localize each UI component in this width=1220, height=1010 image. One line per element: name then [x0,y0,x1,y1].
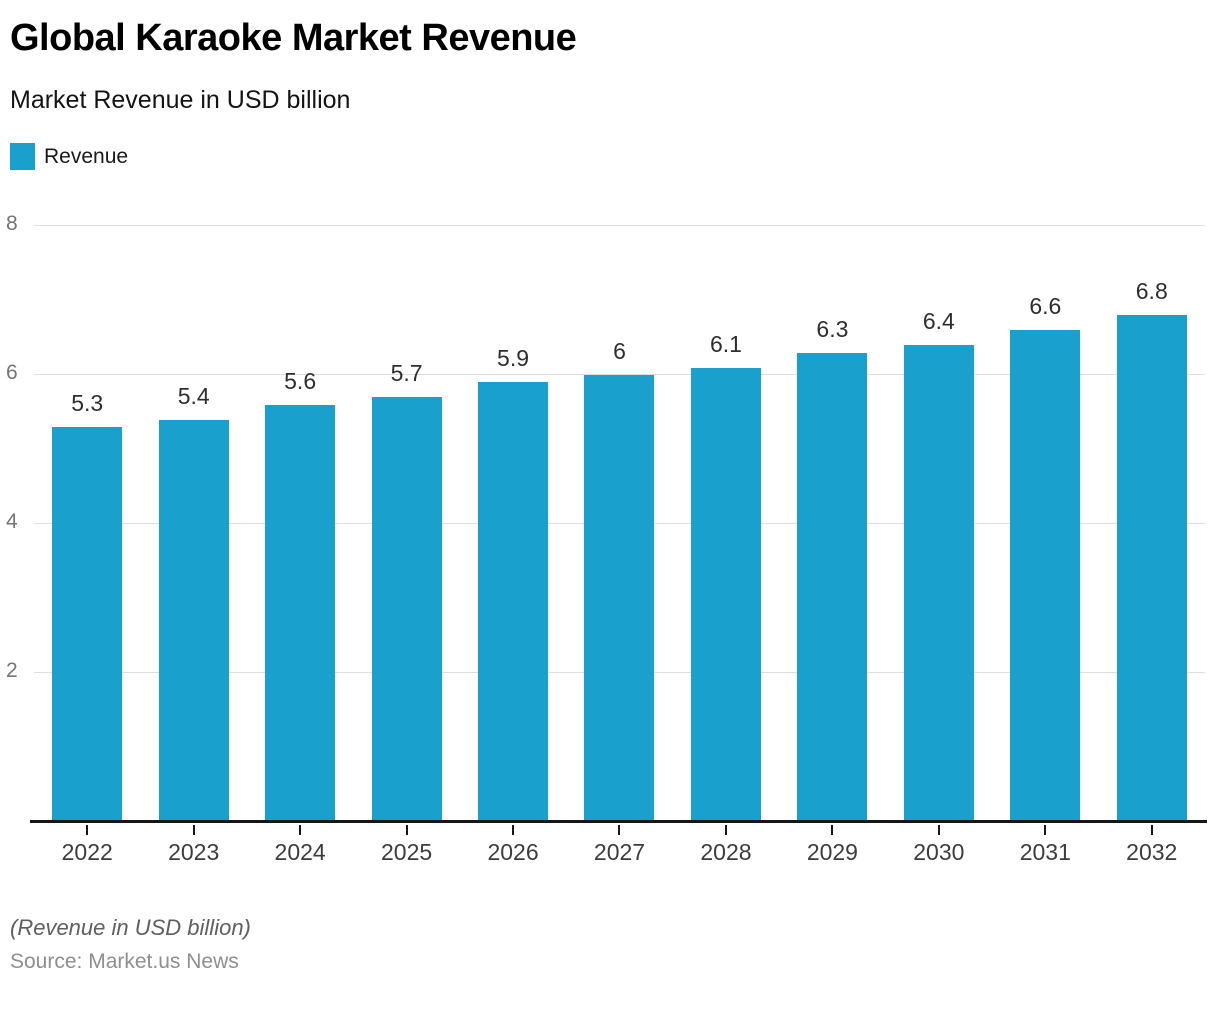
bar-column-2025: 5.7 [353,226,459,835]
x-axis-label: 2030 [913,839,965,865]
bar-value-label: 5.3 [71,390,104,417]
bar-value-label: 5.4 [177,382,210,409]
x-axis-label: 2027 [593,839,646,865]
bar [903,345,974,822]
chart-page: Global Karaoke Market Revenue Market Rev… [0,16,1220,974]
bar-value-label: 5.6 [284,367,317,394]
y-axis-tick-label: 4 [6,510,18,533]
bar-value-label: 5.9 [497,345,530,372]
bar [797,352,868,822]
bar-value-label: 6.8 [1135,278,1168,305]
gridline-y8 [34,225,1205,226]
bar-column-2024: 5.6 [247,226,353,835]
legend-swatch-icon [10,143,35,170]
bar-value-label: 6.6 [1029,293,1062,320]
chart-source: Source: Market.us News [10,950,239,973]
x-axis-label: 2024 [274,839,326,865]
legend-label: Revenue [44,144,129,168]
x-axis-tick [1150,825,1153,835]
bar-value-label: 5.7 [390,360,423,387]
x-axis-label: 2031 [1019,839,1071,865]
x-axis-tick [299,825,302,835]
bar [52,427,123,822]
x-axis-label: 2025 [381,839,433,865]
chart-title: Global Karaoke Market Revenue [10,17,577,59]
bar-column-2026: 5.9 [460,226,566,835]
bar-value-label: 6.1 [709,330,742,357]
x-axis-label: 2029 [806,839,858,865]
x-axis-tick [512,825,515,835]
x-axis-tick [86,825,89,835]
bar-column-2023: 5.4 [140,226,246,835]
bar-column-2031: 6.6 [992,226,1098,835]
bar [1116,315,1187,822]
bar [265,404,336,822]
bar-value-label: 6.4 [922,308,955,335]
x-axis-baseline [30,820,1207,823]
bar-column-2032: 6.8 [1099,226,1205,835]
bar-column-2022: 5.3 [34,226,140,835]
gridline-y6 [34,374,1205,375]
y-axis-tick-label: 8 [6,212,18,235]
bar-column-2028: 6.1 [673,226,779,835]
bar-column-2029: 6.3 [779,226,885,835]
x-axis-tick [618,825,621,835]
x-axis-tick [405,825,408,835]
bar-column-2030: 6.4 [886,226,992,835]
bar-value-label: 6.3 [816,315,849,342]
x-axis-labels: 2022 2023 2024 2025 2026 2027 2028 2029 2030 2031… [34,839,1205,865]
bar [1010,330,1081,822]
x-axis-tick [724,825,727,835]
plot-area-wrapper: 2 4 6 8 5.3 5.4 5.6 5.7 5.9 6 6.1 6.3 6.4 6.6 6.8 2022… [6,212,1207,865]
bar [690,367,761,822]
y-axis-tick-label: 2 [6,659,18,682]
chart-subtitle: Market Revenue in USD billion [10,86,351,114]
x-axis-label: 2022 [61,839,113,865]
x-axis-tick [831,825,834,835]
x-axis-label: 2032 [1126,839,1178,865]
bar [584,375,655,822]
x-axis-label: 2028 [700,839,752,865]
x-axis-label: 2023 [168,839,220,865]
x-axis-tick [1044,825,1047,835]
bar-series: 5.3 5.4 5.6 5.7 5.9 6 6.1 6.3 6.4 6.6 6.8 [34,226,1205,835]
legend: Revenue [10,143,1220,170]
plot-area: 2 4 6 8 5.3 5.4 5.6 5.7 5.9 6 6.1 6.3 6.4 6.6 6.8 [6,212,1207,835]
x-axis-tick [937,825,940,835]
x-axis-tick [192,825,195,835]
bar-value-label: 6 [613,338,626,364]
bar [478,382,549,822]
bar [158,419,229,822]
bar-column-2027: 6 [566,226,672,835]
y-axis-tick-label: 6 [6,361,18,384]
x-axis-label: 2026 [487,839,539,865]
chart-footnote: (Revenue in USD billion) [10,915,251,940]
bar [371,397,442,822]
